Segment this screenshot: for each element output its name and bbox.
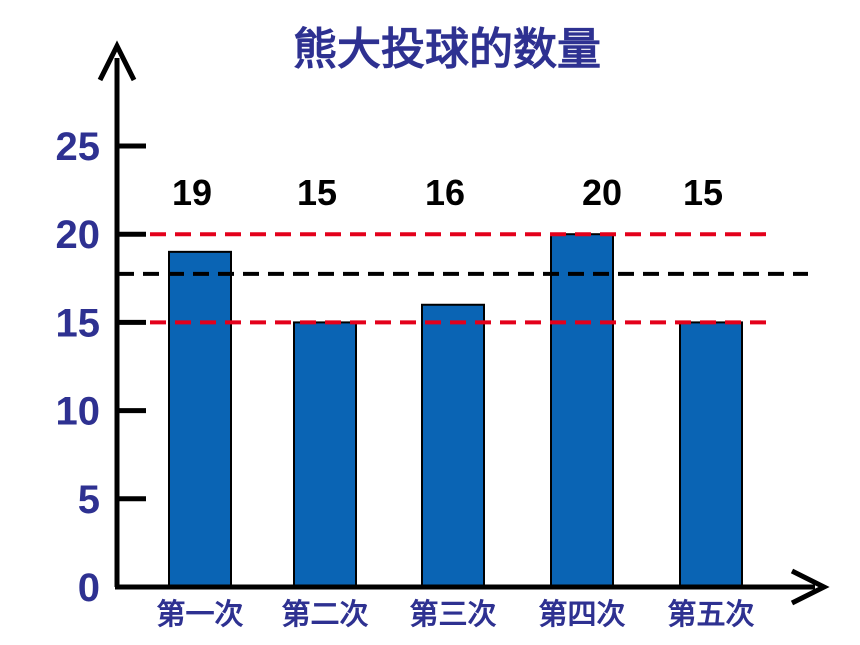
y-tick-label-20: 20 xyxy=(56,213,101,257)
chart-title: 熊大投球的数量 xyxy=(293,24,601,75)
y-tick-label-10: 10 xyxy=(56,390,101,434)
bar-2 xyxy=(293,321,357,588)
bar-3 xyxy=(421,303,485,588)
data-labels: 19 15 16 20 15 xyxy=(172,172,723,213)
x-tick-label-2: 第二次 xyxy=(281,597,368,631)
data-label-1: 19 xyxy=(172,172,212,213)
x-tick-label-4: 第四次 xyxy=(538,597,625,631)
x-tick-label-3: 第三次 xyxy=(409,597,496,631)
data-label-5: 15 xyxy=(683,172,723,213)
x-axis-arrowhead xyxy=(790,568,830,606)
data-label-3: 16 xyxy=(425,172,465,213)
y-tick-label-15: 15 xyxy=(56,301,101,345)
x-tick-label-1: 第一次 xyxy=(156,597,243,631)
y-tick-label-25: 25 xyxy=(56,125,101,169)
y-axis-arrowhead xyxy=(97,40,137,82)
reference-lines xyxy=(118,232,808,325)
x-axis-ticks: 第一次 第二次 第三次 第四次 第五次 xyxy=(156,597,754,631)
bar-series xyxy=(168,233,743,588)
y-tick-label-5: 5 xyxy=(78,478,100,522)
y-tick-label-0: 0 xyxy=(78,566,100,610)
bar-4 xyxy=(550,233,614,588)
bar-1 xyxy=(168,250,232,588)
x-tick-label-5: 第五次 xyxy=(667,597,754,631)
y-axis-ticks: 0 5 10 15 20 25 xyxy=(56,125,146,610)
bar-5 xyxy=(679,321,743,588)
data-label-4: 20 xyxy=(582,172,622,213)
data-label-2: 15 xyxy=(297,172,337,213)
